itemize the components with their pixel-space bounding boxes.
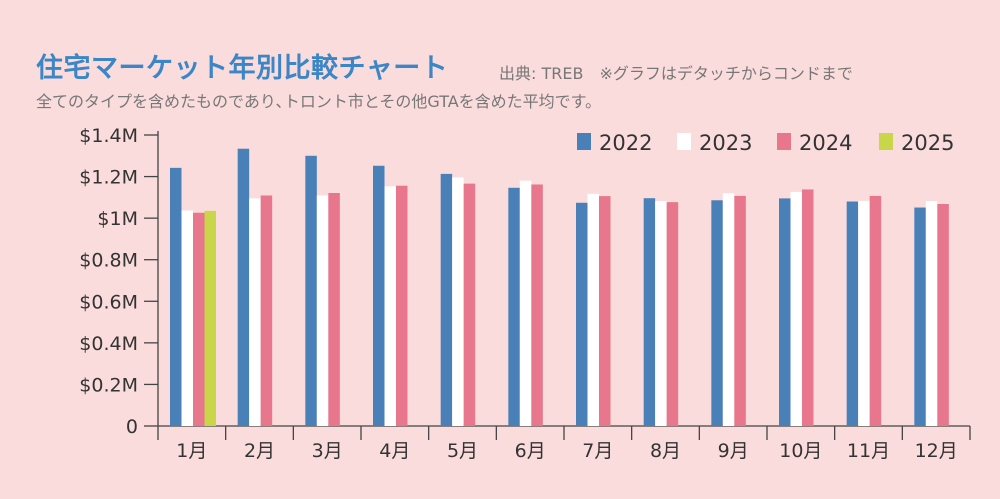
y-tick-label: $0.8M: [79, 250, 138, 272]
legend-swatch-2022: [577, 133, 591, 150]
y-tick-label: $1.4M: [79, 125, 138, 147]
bar-2024-11: [869, 195, 882, 426]
bar-2024-4: [396, 185, 408, 426]
y-tick-label: $1.2M: [79, 167, 138, 189]
chart-title: 住宅マーケット年別比較チャート: [36, 53, 449, 84]
legend-swatch-2025: [879, 133, 893, 150]
bar-2024-5: [463, 183, 476, 426]
bar-2023-7: [587, 193, 599, 426]
bar-2023-5: [452, 177, 464, 426]
x-tick-label: 1月: [176, 440, 207, 462]
bar-2023-3: [316, 195, 329, 426]
legend-label-2025: 2025: [901, 131, 954, 155]
bar-2022-2: [237, 148, 250, 426]
chart-note: 全てのタイプを含めたものであり､トロント市とその他GTAを含めた平均です。: [36, 92, 602, 111]
bar-2023-10: [790, 191, 802, 426]
bar-2022-6: [508, 187, 520, 426]
y-tick-label: $0.4M: [79, 333, 138, 355]
bar-2022-9: [711, 200, 723, 426]
bar-2023-8: [655, 201, 667, 426]
legend-swatch-2023: [677, 133, 691, 150]
bar-2023-2: [249, 198, 261, 426]
bar-2024-3: [328, 192, 340, 426]
bar-2022-11: [846, 201, 859, 426]
chart-source: 出典: TREB ※グラフはデタッチからコンドまで: [499, 64, 853, 83]
legend-label-2022: 2022: [599, 131, 652, 155]
x-tick-label: 9月: [718, 440, 749, 462]
bar-2023-1: [181, 210, 193, 426]
x-tick-label: 10月: [779, 440, 822, 462]
x-tick-label: 3月: [312, 440, 343, 462]
legend-label-2024: 2024: [799, 131, 852, 155]
bar-2024-2: [260, 195, 273, 426]
bar-2022-8: [643, 198, 656, 426]
y-tick-label: 0: [126, 416, 138, 438]
bar-2024-9: [734, 195, 746, 426]
x-tick-label: 11月: [847, 440, 890, 462]
bar-2022-12: [914, 207, 926, 426]
bar-2022-3: [305, 155, 317, 427]
bar-2024-8: [666, 202, 679, 426]
bar-2024-12: [937, 204, 949, 426]
legend-swatch-2024: [777, 133, 791, 150]
y-tick-label: $1M: [97, 208, 138, 230]
bar-2022-5: [440, 173, 453, 426]
x-tick-label: 4月: [379, 440, 410, 462]
y-tick-label: $0.6M: [79, 291, 138, 313]
bar-2022-1: [170, 167, 182, 426]
x-tick-label: 7月: [582, 440, 613, 462]
x-tick-label: 6月: [515, 440, 546, 462]
bar-2022-7: [576, 202, 588, 426]
bar-2023-6: [519, 180, 532, 426]
x-tick-label: 12月: [915, 440, 958, 462]
bar-2025-1: [204, 210, 216, 426]
bar-2022-10: [779, 198, 791, 426]
bar-2024-6: [531, 184, 543, 426]
bar-2023-9: [722, 193, 735, 426]
bar-2023-11: [858, 200, 870, 426]
x-tick-label: 2月: [244, 440, 275, 462]
bar-2023-4: [384, 186, 396, 426]
bar-2024-1: [193, 212, 205, 426]
bar-2023-12: [925, 201, 938, 426]
x-tick-label: 8月: [650, 440, 681, 462]
bar-2022-4: [373, 165, 385, 426]
legend-label-2023: 2023: [699, 131, 752, 155]
y-tick-label: $0.2M: [79, 374, 138, 396]
bar-2024-10: [802, 189, 814, 426]
x-tick-label: 5月: [447, 440, 478, 462]
bar-2024-7: [599, 196, 611, 426]
